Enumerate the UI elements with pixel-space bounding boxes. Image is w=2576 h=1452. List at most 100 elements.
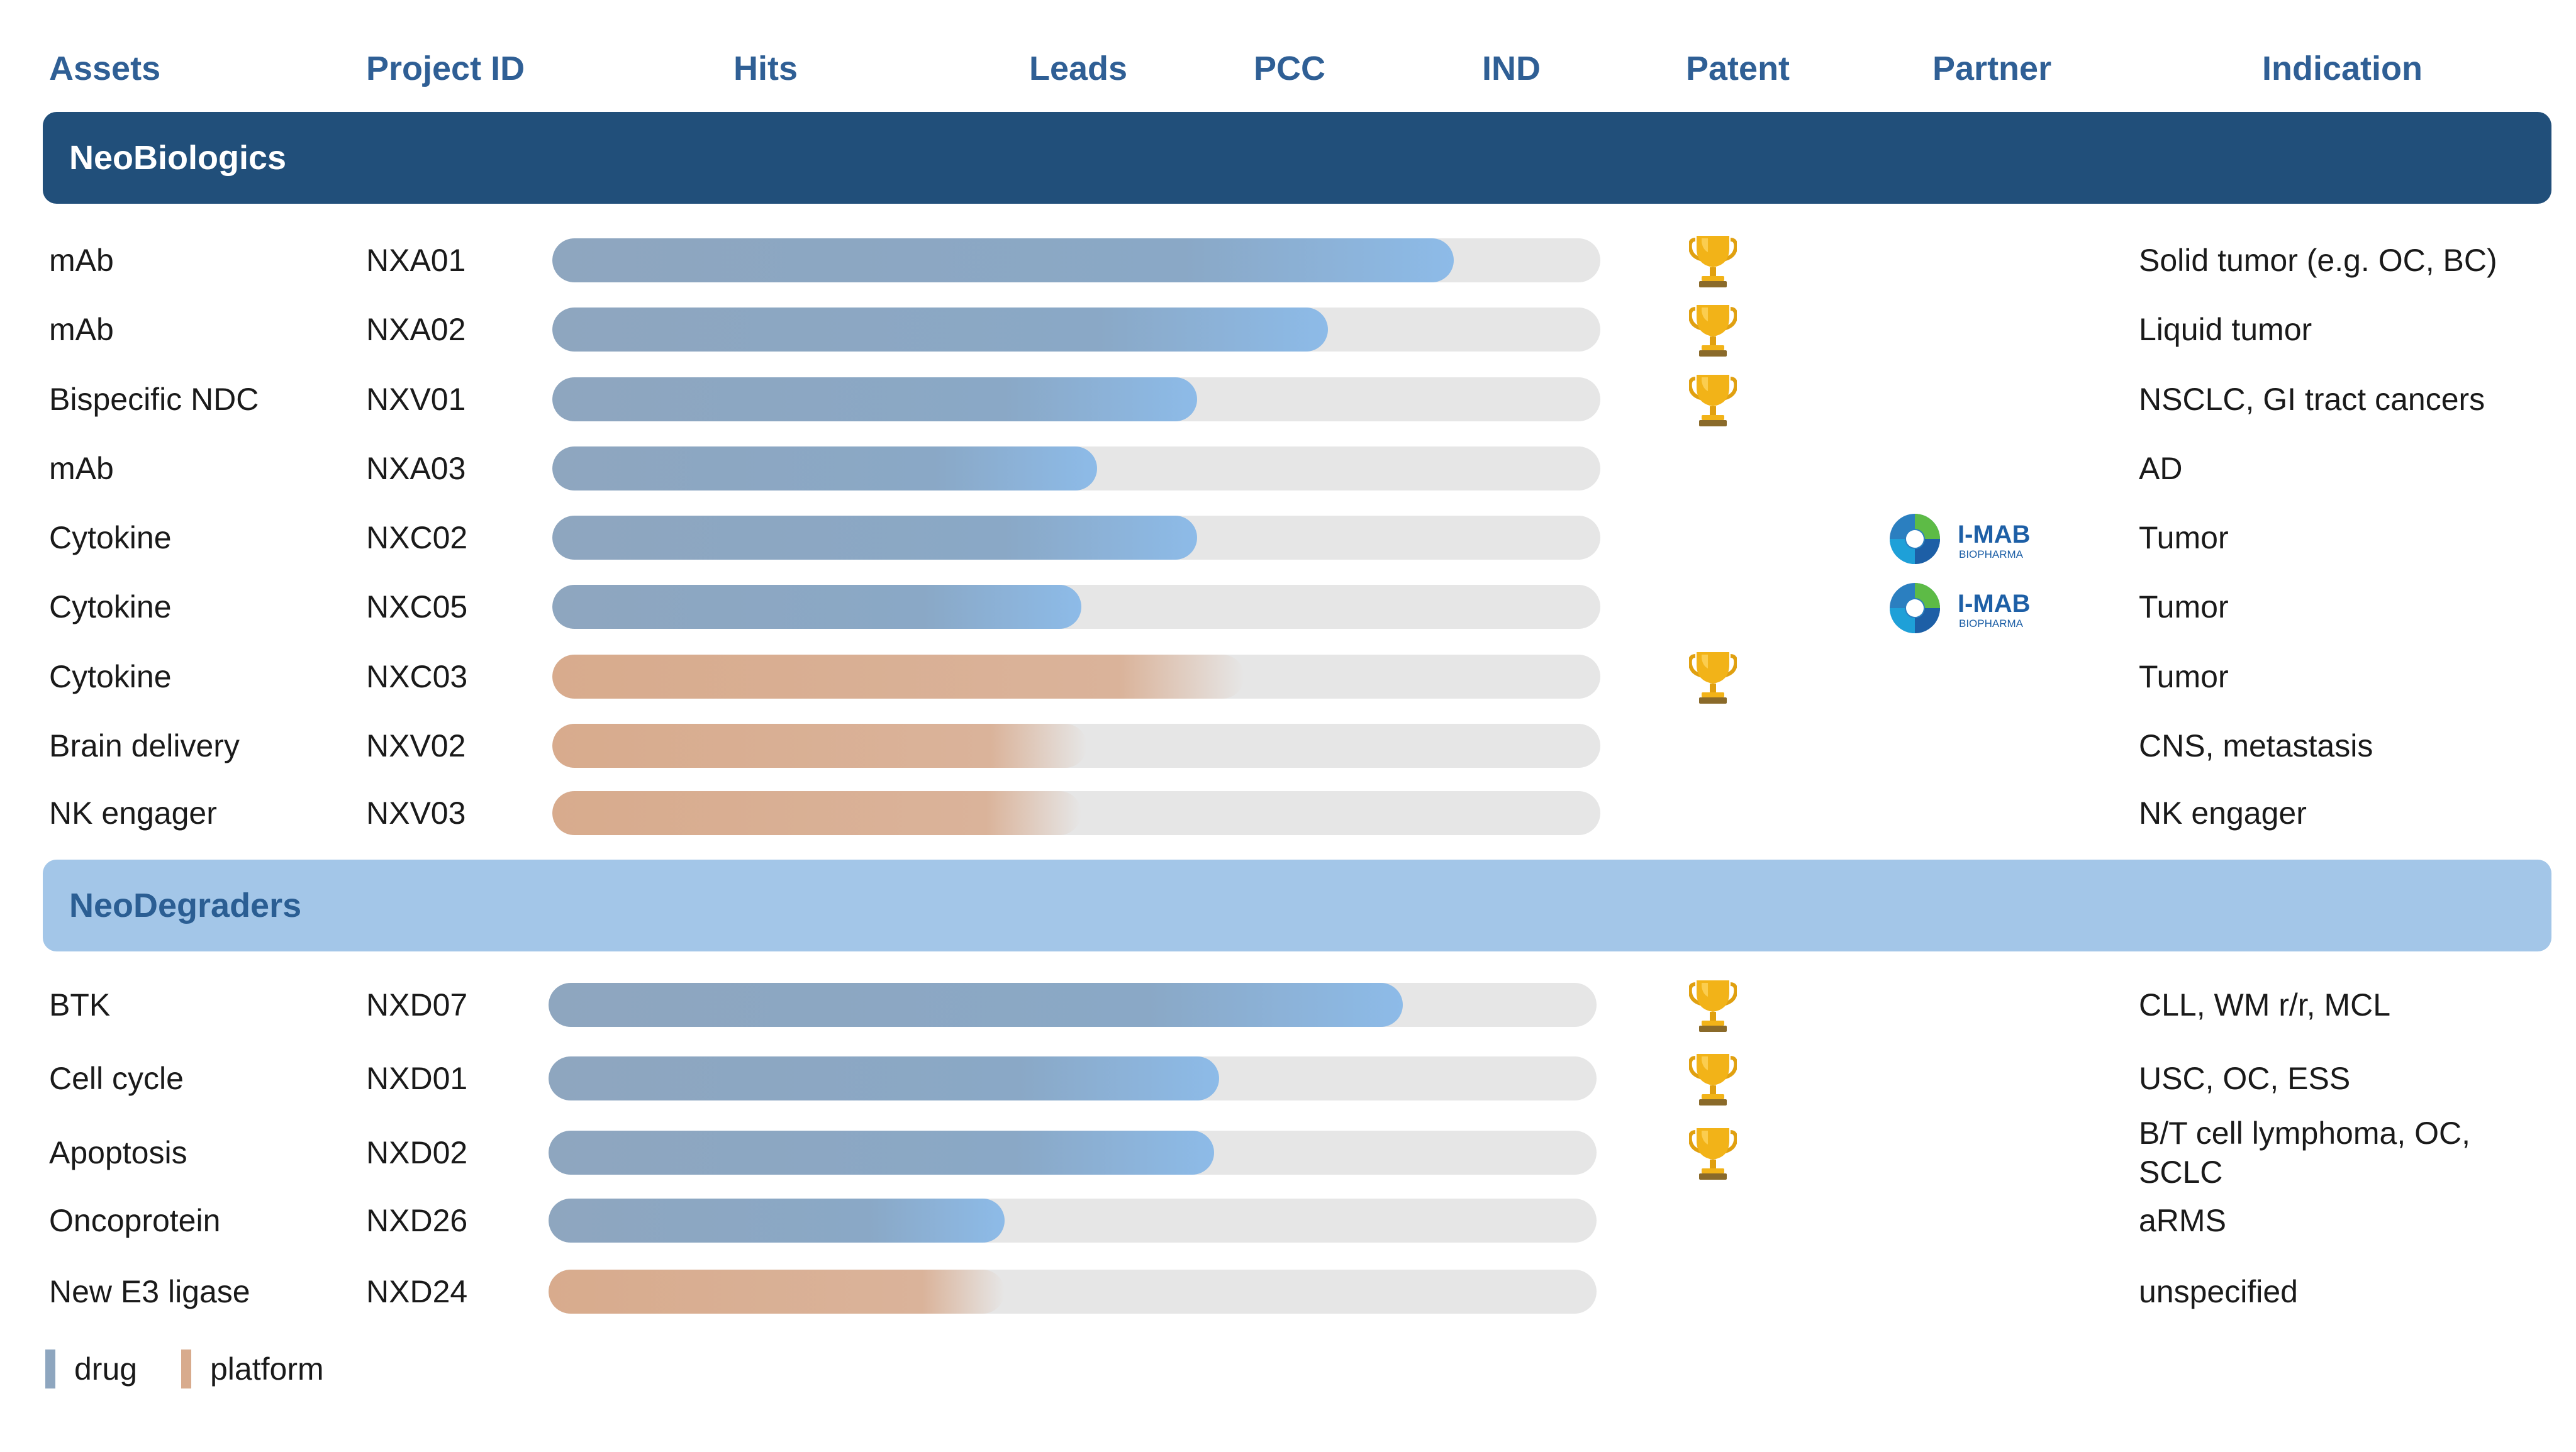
header-pcc: PCC — [1254, 50, 1326, 87]
legend-label-platform: platform — [210, 1351, 324, 1387]
trophy-icon — [1688, 302, 1738, 358]
asset-label: mAb — [49, 243, 114, 278]
asset-label: Apoptosis — [49, 1135, 187, 1170]
indication-label: Tumor — [2139, 520, 2229, 555]
header-patent: Patent — [1686, 50, 1790, 87]
pipeline-row: mAb NXA03 AD — [0, 434, 2576, 503]
header-hits: Hits — [733, 50, 798, 87]
group-band-neodegraders: NeoDegraders — [43, 860, 2551, 951]
project-id-label: NXD02 — [366, 1135, 468, 1170]
trophy-icon — [1688, 372, 1738, 428]
pipeline-row: Apoptosis NXD02 B/T cell lymphoma, OC, SCL… — [0, 1116, 2576, 1190]
asset-label: mAb — [49, 451, 114, 486]
pipeline-row: Oncoprotein NXD26 aRMS — [0, 1186, 2576, 1255]
pipeline-row: Cell cycle NXD01 USC, OC, ESS — [0, 1044, 2576, 1113]
progress-track — [552, 308, 1600, 352]
progress-bar-platform — [552, 791, 1082, 835]
trophy-icon — [1688, 650, 1738, 705]
asset-label: Cytokine — [49, 659, 172, 694]
progress-bar-drug — [549, 1056, 1220, 1100]
project-id-label: NXC02 — [366, 520, 468, 555]
trophy-icon — [1688, 978, 1738, 1033]
legend-platform: platform — [181, 1347, 324, 1391]
pipeline-row: NK engager NXV03 NK engager — [0, 779, 2576, 848]
group-title: NeoBiologics — [69, 139, 287, 177]
legend-swatch-platform — [181, 1349, 191, 1388]
asset-label: Cell cycle — [49, 1061, 184, 1096]
pipeline-row: New E3 ligase NXD24 unspecified — [0, 1257, 2576, 1326]
asset-label: New E3 ligase — [49, 1274, 250, 1309]
progress-bar-platform — [552, 655, 1244, 699]
project-id-label: NXD01 — [366, 1061, 468, 1096]
partner-logo-imab: I-MAB BIOPHARMA — [1887, 582, 2057, 635]
progress-bar-drug — [552, 446, 1098, 490]
svg-text:BIOPHARMA: BIOPHARMA — [1959, 618, 2024, 629]
asset-label: Brain delivery — [49, 728, 240, 763]
progress-track — [552, 585, 1600, 629]
progress-bar-drug — [552, 238, 1454, 282]
project-id-label: NXA03 — [366, 451, 466, 486]
group-band-neobiologics: NeoBiologics — [43, 112, 2551, 204]
asset-label: NK engager — [49, 795, 217, 831]
project-id-label: NXA02 — [366, 312, 466, 347]
pipeline-row: mAb NXA02 Liquid tumor — [0, 295, 2576, 364]
svg-text:I-MAB: I-MAB — [1958, 521, 2031, 548]
progress-track — [549, 1056, 1597, 1100]
progress-track — [549, 1131, 1597, 1175]
indication-label: aRMS — [2139, 1203, 2226, 1238]
group-title: NeoDegraders — [69, 887, 302, 924]
asset-label: Bispecific NDC — [49, 382, 259, 417]
pipeline-row: Cytokine NXC02 I-MAB BIOPHARMA Tumor — [0, 503, 2576, 572]
progress-bar-drug — [552, 516, 1197, 560]
indication-label: CLL, WM r/r, MCL — [2139, 987, 2391, 1022]
legend-swatch-drug — [45, 1349, 55, 1388]
progress-bar-drug — [549, 1199, 1005, 1243]
indication-label: Liquid tumor — [2139, 312, 2312, 347]
progress-bar-platform — [549, 1270, 1005, 1314]
indication-label: Tumor — [2139, 659, 2229, 694]
pipeline-row: Cytokine NXC03 Tumor — [0, 642, 2576, 711]
pipeline-row: Brain delivery NXV02 CNS, metastasis — [0, 711, 2576, 780]
project-id-label: NXV03 — [366, 795, 466, 831]
indication-label: B/T cell lymphoma, OC, SCLC — [2139, 1116, 2471, 1190]
progress-track — [552, 655, 1600, 699]
progress-bar-drug — [552, 377, 1197, 421]
progress-track — [552, 377, 1600, 421]
indication-label: AD — [2139, 451, 2183, 486]
header-indication: Indication — [2262, 50, 2423, 87]
asset-label: Cytokine — [49, 520, 172, 555]
asset-label: BTK — [49, 987, 111, 1022]
header-project-id: Project ID — [366, 50, 525, 87]
indication-label: Solid tumor (e.g. OC, BC) — [2139, 243, 2497, 278]
progress-bar-drug — [549, 1131, 1214, 1175]
progress-bar-drug — [552, 308, 1328, 352]
legend-drug: drug — [45, 1347, 137, 1391]
progress-track — [552, 724, 1600, 768]
pipeline-row: Cytokine NXC05 I-MAB BIOPHARMA Tumor — [0, 572, 2576, 641]
indication-label: NSCLC, GI tract cancers — [2139, 382, 2485, 417]
indication-label: USC, OC, ESS — [2139, 1061, 2351, 1096]
progress-track — [549, 1199, 1597, 1243]
project-id-label: NXD26 — [366, 1203, 468, 1238]
header-leads: Leads — [1029, 50, 1128, 87]
header-ind: IND — [1482, 50, 1541, 87]
trophy-icon — [1688, 233, 1738, 289]
partner-logo-imab: I-MAB BIOPHARMA — [1887, 513, 2057, 565]
project-id-label: NXA01 — [366, 243, 466, 278]
svg-text:I-MAB: I-MAB — [1958, 590, 2031, 618]
svg-text:BIOPHARMA: BIOPHARMA — [1959, 548, 2024, 560]
project-id-label: NXC05 — [366, 589, 468, 624]
header-assets: Assets — [49, 50, 161, 87]
pipeline-row: mAb NXA01 Solid tumor (e.g. OC, BC) — [0, 226, 2576, 295]
project-id-label: NXC03 — [366, 659, 468, 694]
indication-label: Tumor — [2139, 589, 2229, 624]
project-id-label: NXV02 — [366, 728, 466, 763]
pipeline-row: Bispecific NDC NXV01 NSCLC, GI tract cance… — [0, 365, 2576, 434]
asset-label: Cytokine — [49, 589, 172, 624]
legend-label-drug: drug — [74, 1351, 138, 1387]
trophy-icon — [1688, 1051, 1738, 1107]
progress-track — [549, 1270, 1597, 1314]
progress-track — [552, 791, 1600, 835]
project-id-label: NXD24 — [366, 1274, 468, 1309]
project-id-label: NXD07 — [366, 987, 468, 1022]
